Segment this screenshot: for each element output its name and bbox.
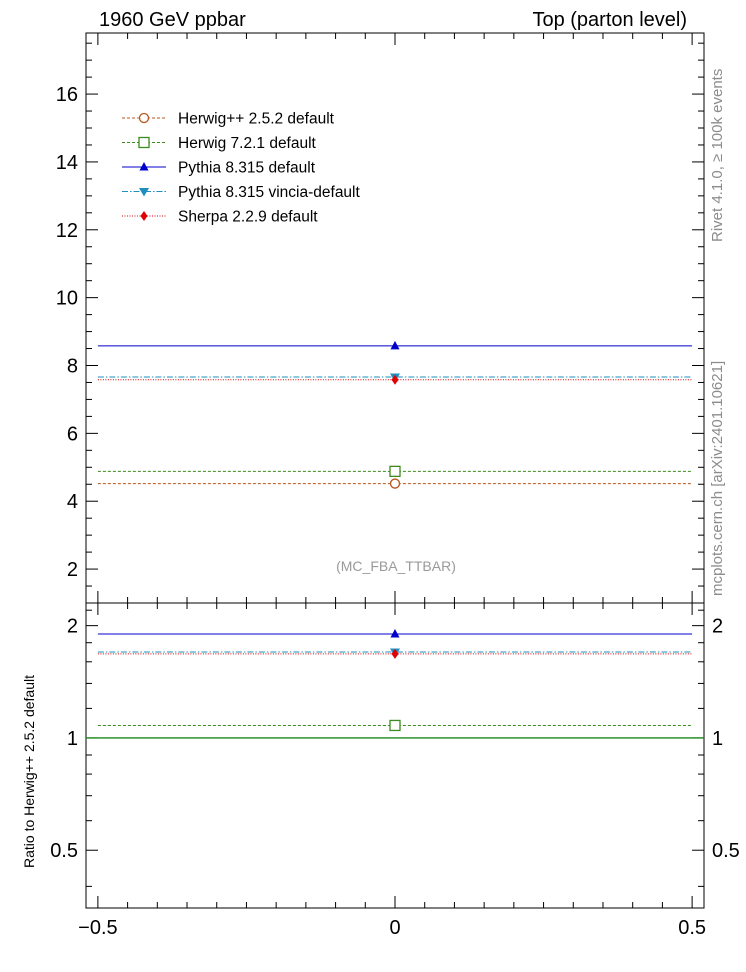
series-point-4: [391, 374, 399, 385]
legend-marker-1: [138, 136, 150, 149]
ratio-y-tick-label: 1: [67, 728, 78, 750]
ratio-point-4: [391, 648, 399, 659]
ratio-y-tick-label-right: 0.5: [712, 840, 740, 862]
main-y-tick-label: 4: [67, 491, 78, 513]
ratio-point-2: [390, 628, 400, 638]
x-tick-label: 0.5: [678, 917, 706, 939]
ratio-y-tick-label-right: 2: [712, 616, 723, 638]
main-y-tick-label: 14: [56, 152, 78, 174]
ratio-y-tick-label: 0.5: [50, 840, 78, 862]
main-y-tick-label: 6: [67, 423, 78, 445]
legend-label-2: Pythia 8.315 default: [178, 160, 316, 177]
series-point-1: [389, 465, 401, 478]
series-point-2: [390, 340, 400, 350]
ratio-y-tick-label: 2: [67, 616, 78, 638]
legend-label-4: Sherpa 2.2.9 default: [178, 209, 318, 226]
x-tick-label: 0: [389, 917, 400, 939]
main-y-tick-label: 10: [56, 288, 78, 310]
x-tick-label: −0.5: [78, 917, 117, 939]
main-y-tick-label: 8: [67, 356, 78, 378]
legend-marker-4: [140, 211, 148, 221]
rivet-label: Rivet 4.1.0, ≥ 100k events: [709, 69, 726, 242]
ratio-point-1: [389, 719, 401, 732]
ratio-y-tick-label-right: 1: [712, 728, 723, 750]
main-y-tick-label: 16: [56, 84, 78, 106]
series-point-0: [389, 478, 401, 489]
legend-marker-0: [138, 112, 150, 124]
header-left: 1960 GeV ppbar: [99, 9, 246, 31]
legend-marker-3: [139, 188, 149, 197]
header-right: Top (parton level): [532, 9, 687, 31]
legend-label-0: Herwig++ 2.5.2 default: [178, 111, 335, 128]
ratio-ylabel: Ratio to Herwig++ 2.5.2 default: [21, 675, 37, 868]
watermark: (MC_FBA_TTBAR): [336, 558, 456, 574]
legend-label-3: Pythia 8.315 vincia-default: [178, 184, 361, 201]
legend-label-1: Herwig 7.2.1 default: [178, 135, 317, 152]
mcplots-label: mcplots.cern.ch [arXiv:2401.10621]: [709, 361, 726, 596]
main-y-tick-label: 2: [67, 559, 78, 581]
legend-marker-2: [139, 162, 149, 171]
main-y-tick-label: 12: [56, 220, 78, 242]
